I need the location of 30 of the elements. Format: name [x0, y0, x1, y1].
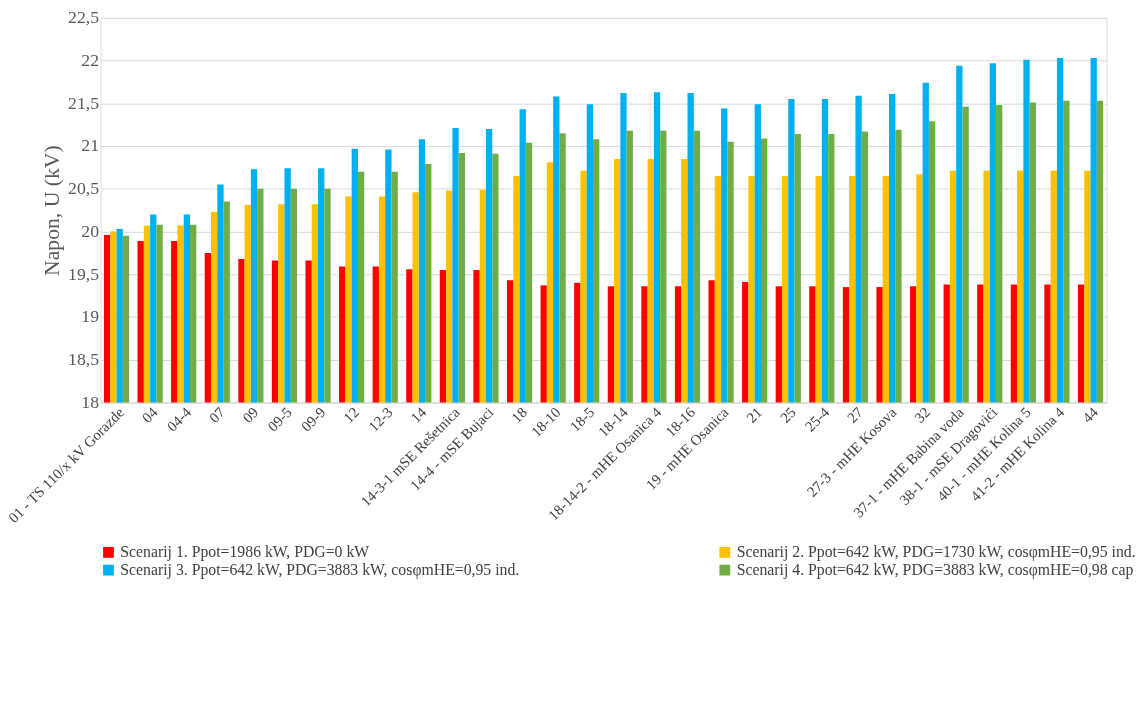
x-tick-label: 12 [340, 404, 363, 426]
y-tick-label: 22 [81, 50, 100, 71]
y-axis-title: Napon, U (kV) [40, 145, 65, 277]
x-tick-label: 07 [206, 404, 228, 426]
y-tick-label: 22,5 [68, 7, 100, 28]
x-tick-label: 44 [1079, 403, 1102, 426]
x-tick-label: 12-3 [365, 404, 396, 435]
legend-label: Scenarij 2. Ppot=642 kW, PDG=1730 kW, cosφmHE=0,95 ind. [736, 543, 1136, 562]
y-tick-label: 19,5 [68, 263, 100, 284]
x-tick-label: 09-9 [298, 404, 329, 435]
x-tick-label: 04-4 [163, 403, 195, 435]
x-tick-label: 04 [138, 403, 162, 426]
x-tick-label: 18-5 [566, 404, 598, 435]
y-tick-label: 18,5 [68, 349, 100, 370]
x-tick-label: 09-5 [264, 404, 295, 435]
y-tick-label: 20 [81, 220, 100, 241]
x-tick-label: 25 [776, 404, 799, 426]
x-tick-label: 27 [844, 404, 866, 426]
y-tick-label: 21 [81, 135, 100, 156]
legend-label: Scenarij 1. Ppot=1986 kW, PDG=0 kW [120, 543, 370, 562]
y-tick-label: 21,5 [68, 92, 100, 113]
x-tick-label: 25-4 [801, 403, 833, 435]
x-tick-label: 09 [239, 404, 262, 426]
y-tick-label: 19 [81, 306, 100, 327]
y-tick-label: 20,5 [68, 178, 100, 199]
x-tick-label: 32 [911, 404, 934, 426]
x-tick-label: 21 [743, 404, 766, 426]
x-tick-label: 18 [508, 404, 531, 426]
legend-label: Scenarij 3. Ppot=642 kW, PDG=3883 kW, cosφmHE=0,95 ind. [120, 561, 520, 580]
legend-label: Scenarij 4. Ppot=642 kW, PDG=3883 kW, cosφmHE=0,98 cap [736, 561, 1134, 580]
